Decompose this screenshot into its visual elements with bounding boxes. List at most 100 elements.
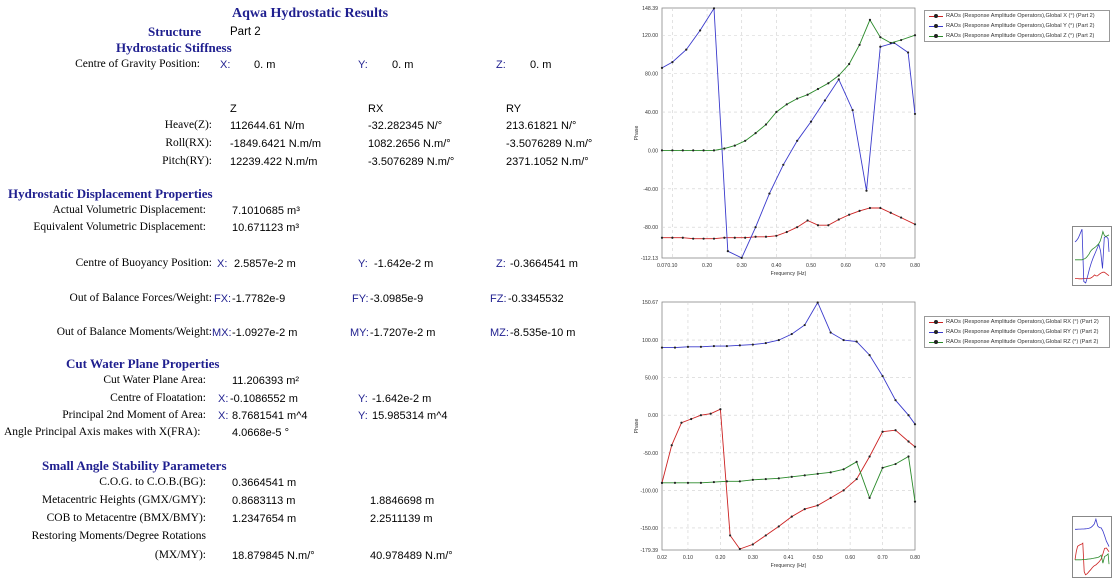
matrix-cell: -3.5076289 N.m/° (368, 156, 455, 168)
y-tick-label: 148.39 (642, 6, 658, 12)
data-point (827, 224, 830, 227)
bm-label: COB to Metacentre (BMX/BMY): (46, 512, 206, 524)
bg-value: 0.3664541 m (232, 477, 297, 489)
flotation-x: -0.1086552 m (230, 393, 298, 405)
moment-area-y-label: Y: (358, 410, 368, 422)
oob-fz: -0.3345532 (508, 293, 564, 305)
data-point (690, 417, 693, 421)
x-tick-label: 0.80 (910, 263, 920, 269)
matrix-col-ry: RY (506, 103, 522, 115)
legend-label: RAOs (Response Amplitude Operators),Glob… (946, 33, 1095, 39)
thumbnail-series-line (1074, 542, 1110, 576)
data-point (816, 472, 819, 475)
structure-label: Structure (148, 24, 202, 39)
data-point (744, 139, 747, 142)
data-point (855, 340, 858, 343)
structure-value: Part 2 (230, 26, 261, 38)
y-tick-label: 0.00 (648, 148, 658, 154)
data-point (900, 38, 903, 42)
cog-z: 0. m (530, 59, 552, 71)
data-point (790, 515, 793, 518)
data-point (777, 338, 780, 342)
matrix-col-z: Z (230, 103, 237, 115)
moment-area-x: 8.7681541 m^4 (232, 410, 308, 422)
data-point (913, 445, 917, 448)
data-point (868, 206, 872, 210)
matrix-cell: 112644.61 N/m (230, 120, 305, 132)
cog-x-label: X: (220, 59, 231, 71)
moment-area-y: 15.985314 m^4 (372, 410, 448, 422)
data-point (660, 346, 664, 349)
legend-swatch (929, 339, 943, 344)
x-tick-label: 0.40 (771, 263, 781, 269)
x-axis-label: Frequency (Hz) (771, 563, 807, 569)
data-point (671, 236, 674, 239)
data-point (865, 189, 868, 192)
chart-legend: RAOs (Response Amplitude Operators),Glob… (924, 10, 1110, 42)
y-tick-label: 150.67 (642, 300, 658, 306)
x-tick-label: 0.70 (878, 555, 888, 561)
legend-entry: RAOs (Response Amplitude Operators),Glob… (925, 11, 1109, 21)
data-point (848, 62, 851, 66)
data-point (726, 250, 729, 253)
y-tick-label: -112.13 (641, 256, 658, 262)
y-tick-label: 0.00 (648, 413, 658, 419)
data-point (868, 18, 872, 21)
angle-label: Angle Principal Axis makes with X(FRA): (4, 426, 201, 438)
legend-label: RAOs (Response Amplitude Operators),Glob… (946, 13, 1095, 19)
gm-label: Metacentric Heights (GMX/GMY): (41, 494, 206, 506)
data-point (790, 332, 793, 336)
data-point (712, 344, 715, 348)
oob-forces-label: Out of Balance Forces/Weight: (69, 292, 212, 304)
data-point (692, 237, 695, 240)
bmx-value: 1.2347654 m (232, 513, 297, 525)
data-point (842, 468, 845, 471)
data-point (816, 301, 819, 304)
cob-z: -0.3664541 m (510, 258, 578, 270)
data-point (671, 61, 674, 64)
rao-translation-chart: 148.39 120.00 80.00 40.00 0.00 -40.00 -80.00 -1… (634, 6, 920, 277)
data-point (907, 440, 910, 443)
bmy-value: 2.2511139 m (370, 513, 433, 525)
data-point (889, 41, 892, 45)
gmy-value: 1.8846698 m (370, 495, 435, 507)
data-point (673, 481, 677, 484)
data-point (775, 110, 778, 114)
data-point (660, 66, 664, 69)
matrix-cell: 2371.1052 N.m/° (506, 156, 589, 168)
cob-label: Centre of Buoyancy Position: (75, 257, 212, 269)
data-point (803, 508, 806, 511)
data-point (855, 460, 858, 463)
data-point (725, 480, 728, 483)
chart-thumbnail[interactable] (1072, 516, 1112, 578)
data-point (660, 149, 664, 152)
data-point (868, 496, 871, 499)
data-point (913, 112, 917, 116)
flotation-y-label: Y: (358, 393, 368, 405)
data-point (803, 323, 806, 327)
thumbnail-series-line (1075, 553, 1110, 565)
oob-my-label: MY: (350, 327, 369, 339)
equiv-disp-label: Equivalent Volumetric Displacement: (33, 221, 206, 233)
matrix-cell: 12239.422 N.m/m (230, 156, 318, 168)
restoring-label-2: (MX/MY): (154, 549, 206, 561)
data-point (785, 103, 788, 106)
data-point (868, 353, 871, 357)
data-point (699, 29, 702, 32)
data-point (796, 226, 799, 229)
legend-label: RAOs (Response Amplitude Operators),Glob… (946, 329, 1099, 335)
data-point (858, 43, 861, 46)
data-point (829, 496, 832, 499)
restoring-label: Restoring Moments/Degree Rotations (31, 530, 206, 542)
data-point (803, 474, 806, 477)
my-value: 40.978489 N.m/° (370, 550, 453, 562)
data-point (660, 481, 664, 484)
actual-disp-label: Actual Volumetric Displacement: (52, 204, 206, 216)
chart-thumbnail[interactable] (1072, 226, 1112, 286)
y-tick-label: -150.00 (640, 526, 658, 532)
data-point (842, 338, 845, 342)
data-point (782, 163, 785, 166)
rao-rotation-chart: 150.67 100.00 50.00 0.00 -50.00 -100.00 -150.0… (634, 300, 920, 569)
data-point (754, 235, 757, 238)
legend-swatch (929, 329, 943, 334)
